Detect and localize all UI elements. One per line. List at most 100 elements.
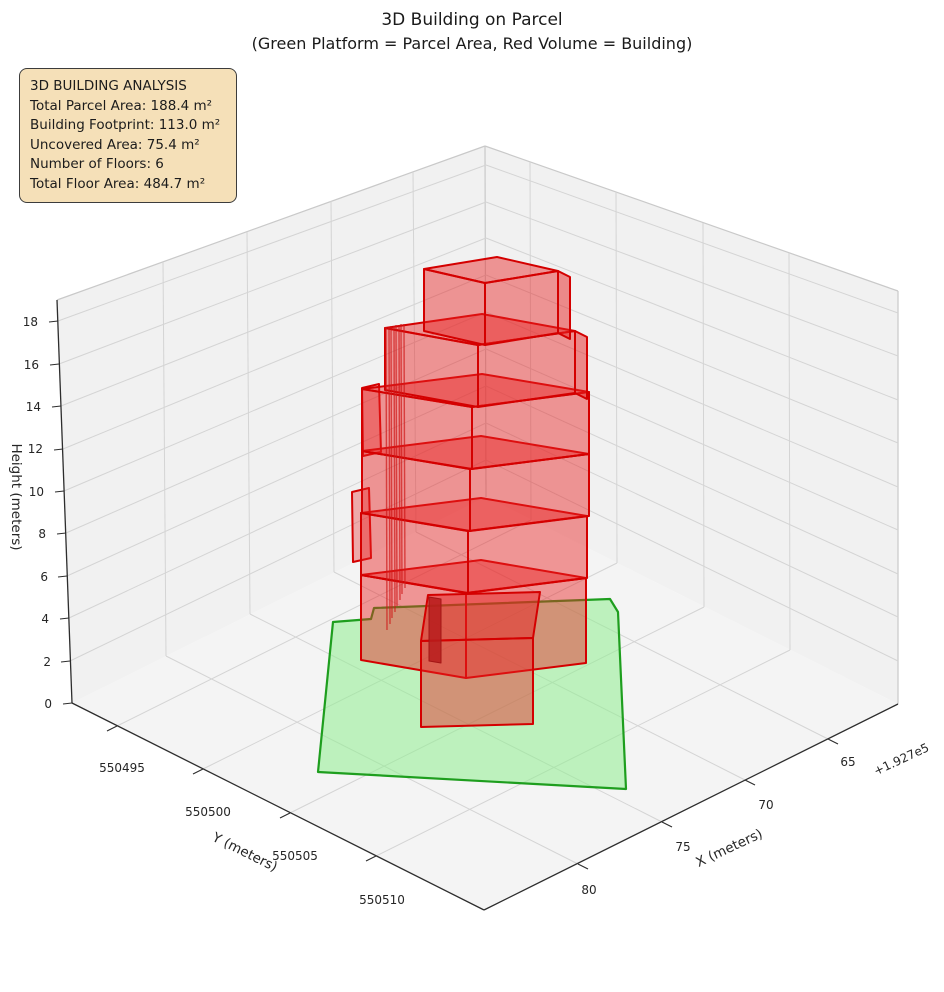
building-wing-front xyxy=(420,637,534,728)
z-tick xyxy=(49,363,60,366)
building-wing-edge-stripe xyxy=(428,596,442,664)
analysis-line: Uncovered Area: 75.4 m² xyxy=(30,136,200,153)
grid-z xyxy=(485,459,899,662)
x-tick-label: 70 xyxy=(758,798,773,812)
building-floor6-left xyxy=(423,268,486,346)
building-floor5-cap xyxy=(574,330,588,400)
x-tick-label: 80 xyxy=(581,883,596,897)
z-tick xyxy=(60,660,71,663)
grid-y xyxy=(615,191,618,564)
y-tick-label: 550505 xyxy=(272,849,318,863)
grid-y xyxy=(702,222,705,608)
grid-x xyxy=(415,531,829,740)
analysis-line: Total Floor Area: 484.7 m² xyxy=(30,175,206,192)
building-striation xyxy=(385,326,388,631)
x-tick xyxy=(744,779,756,786)
building-striation xyxy=(390,325,393,619)
y-tick xyxy=(365,855,377,862)
y-tick-label: 550495 xyxy=(99,761,145,775)
building-striation xyxy=(398,324,401,601)
grid-z xyxy=(485,274,899,444)
z-tick xyxy=(48,320,59,323)
grid-x xyxy=(330,200,335,573)
grid-z xyxy=(485,385,899,575)
building-floor6-right xyxy=(484,270,559,346)
title-line-1: 3D Building on Parcel xyxy=(381,10,563,30)
x-tick xyxy=(577,863,589,870)
pane-edge xyxy=(56,145,486,301)
grid-x xyxy=(162,261,167,657)
building-analysis-box: 3D BUILDING ANALYSIS Total Parcel Area: … xyxy=(19,68,237,203)
building-striation xyxy=(393,325,396,613)
x-tick xyxy=(827,738,839,745)
y-tick xyxy=(279,812,291,819)
grid-y xyxy=(788,252,791,651)
grid-z xyxy=(62,274,487,450)
title-line-2: (Green Platform = Parcel Area, Red Volum… xyxy=(251,34,693,53)
pane-left-wall xyxy=(57,146,486,703)
z-tick-label: 18 xyxy=(23,315,38,329)
grid-y xyxy=(116,519,532,727)
building-striation xyxy=(400,323,403,595)
building-striation xyxy=(388,326,391,625)
x-axis-line xyxy=(483,703,899,911)
analysis-line: Number of Floors: 6 xyxy=(30,156,164,172)
pane-right-wall xyxy=(485,146,898,704)
pane-edge xyxy=(484,145,899,292)
x-tick-label: 75 xyxy=(675,840,690,854)
building-striation xyxy=(403,323,406,589)
z-tick xyxy=(62,702,73,705)
z-axis-label: Height (meters) xyxy=(8,443,24,550)
grid-x xyxy=(246,231,251,615)
grid-x xyxy=(412,171,417,533)
grid-z xyxy=(485,311,899,488)
z-tick xyxy=(54,490,65,493)
z-tick-label: 16 xyxy=(24,358,39,372)
y-axis-label: Y (meters) xyxy=(209,829,280,875)
grid-z xyxy=(485,164,899,314)
figure-title: 3D Building on Parcel (Green Platform = … xyxy=(0,8,944,55)
analysis-title: 3D BUILDING ANALYSIS xyxy=(30,78,187,94)
grid-z xyxy=(66,385,487,577)
grid-z xyxy=(485,422,899,618)
grid-z xyxy=(69,459,487,662)
grid-z xyxy=(485,348,899,531)
x-tick-label: 65 xyxy=(840,755,855,769)
z-tick xyxy=(51,405,62,408)
analysis-line: Total Parcel Area: 188.4 m² xyxy=(30,97,213,114)
z-tick-label: 2 xyxy=(43,655,51,669)
y-tick xyxy=(106,725,118,732)
z-tick xyxy=(59,617,70,620)
parcel-polygon xyxy=(316,597,628,791)
grid-z xyxy=(65,348,487,534)
grid-z xyxy=(60,237,487,407)
grid-z xyxy=(485,201,899,357)
y-axis-line xyxy=(71,702,485,911)
z-tick-label: 8 xyxy=(38,527,46,541)
y-tick-label: 550500 xyxy=(185,805,231,819)
x-axis-label: X (meters) xyxy=(693,826,765,871)
grid-z xyxy=(63,311,487,492)
z-tick-label: 4 xyxy=(41,612,49,626)
z-tick xyxy=(56,532,67,535)
x-tick xyxy=(661,821,673,828)
grid-z xyxy=(58,201,487,365)
z-tick xyxy=(53,448,64,451)
grid-z xyxy=(485,237,899,401)
z-tick-label: 0 xyxy=(44,697,52,711)
z-tick-label: 14 xyxy=(26,400,41,414)
z-tick-label: 12 xyxy=(28,442,43,456)
z-axis-line xyxy=(56,299,73,704)
z-tick xyxy=(57,575,68,578)
x-axis-offset-label: +1.927e5 xyxy=(871,740,931,778)
grid-z xyxy=(57,164,487,322)
y-tick xyxy=(192,768,204,775)
grid-z xyxy=(68,422,487,619)
building-floor6-cap xyxy=(557,270,571,340)
analysis-line: Building Footprint: 113.0 m² xyxy=(30,117,221,133)
z-tick-label: 10 xyxy=(29,485,44,499)
y-tick-label: 550510 xyxy=(359,893,405,907)
z-tick-label: 6 xyxy=(40,570,48,584)
